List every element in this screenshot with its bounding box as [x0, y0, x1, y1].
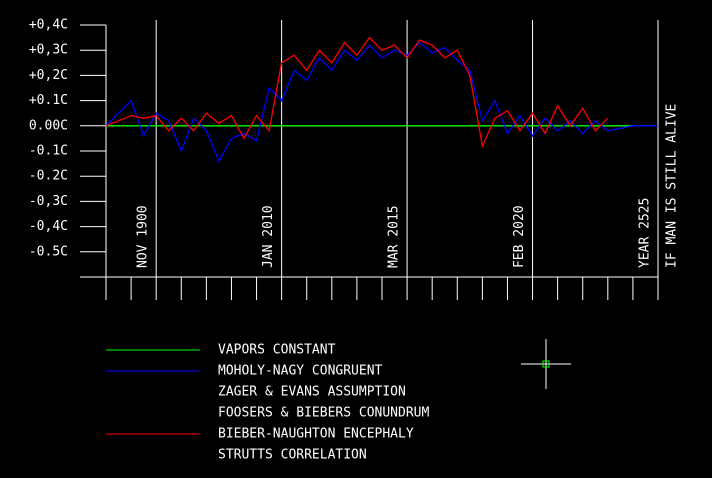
- crosshair: [521, 339, 571, 389]
- legend-label: STRUTTS CORRELATION: [218, 448, 367, 463]
- y-tick-label: -0,3C: [29, 194, 68, 209]
- legend-label: VAPORS CONSTANT: [218, 343, 336, 358]
- y-tick-label: +0.1C: [29, 93, 68, 108]
- y-tick-label: -0.2C: [29, 169, 68, 184]
- annotation: YEAR 2525: [638, 198, 653, 268]
- legend-label: ZAGER & EVANS ASSUMPTION: [218, 385, 406, 400]
- annotation: IF MAN IS STILL ALIVE: [665, 104, 680, 268]
- legend-label: FOOSERS & BIEBERS CONUNDRUM: [218, 406, 429, 421]
- y-tick-label: -0.5C: [29, 244, 68, 259]
- annotation: MAR 2015: [387, 205, 402, 268]
- y-tick-label: +0,4C: [29, 18, 68, 33]
- y-tick-label: +0,3C: [29, 43, 68, 58]
- annotation: FEB 2020: [512, 205, 527, 268]
- legend-label: BIEBER-NAUGHTON ENCEPHALY: [218, 427, 414, 442]
- y-tick-label: -0,4C: [29, 219, 68, 234]
- y-tick-label: +0,2C: [29, 68, 68, 83]
- series-line: [105, 41, 658, 163]
- legend-label: MOHOLY-NAGY CONGRUENT: [218, 364, 383, 379]
- y-tick-label: -0.1C: [29, 144, 68, 159]
- annotation: JAN 2010: [261, 205, 276, 268]
- y-tick-label: 0.00C: [29, 118, 68, 133]
- series-line: [105, 36, 609, 149]
- annotation: NOV 1900: [136, 205, 151, 268]
